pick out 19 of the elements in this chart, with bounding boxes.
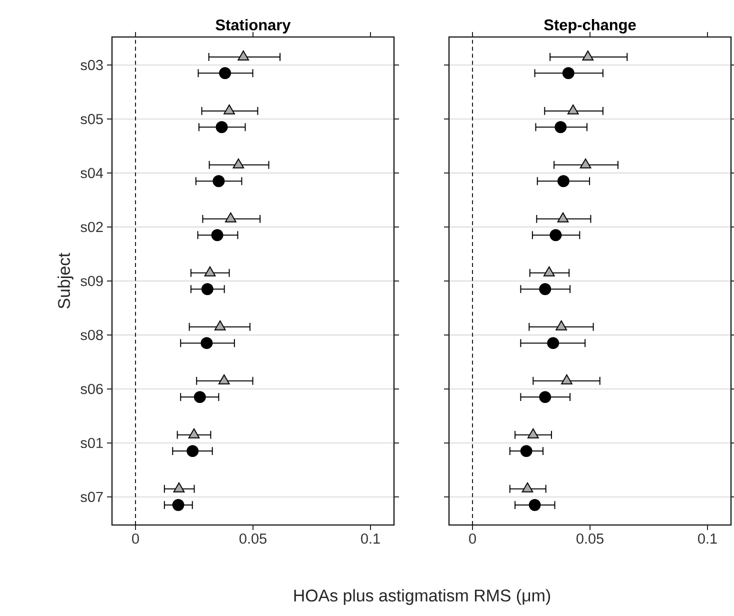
x-tick-label: 0.1: [361, 533, 380, 544]
y-tick-label: s07: [80, 492, 103, 502]
x-tick-label: 0.1: [698, 533, 717, 544]
y-tick-label: s02: [80, 222, 103, 232]
x-axis-title: HOAs plus astigmatism RMS (μm): [294, 589, 550, 605]
y-tick-label: s06: [80, 384, 103, 394]
chart-title: Stationary: [216, 19, 291, 34]
y-tick-label: s09: [80, 276, 103, 286]
chart-title: Step-change: [544, 19, 636, 34]
x-tick-label: 0.05: [576, 533, 604, 544]
x-tick-label: 0: [469, 533, 476, 544]
y-tick-label: s03: [80, 60, 103, 70]
y-axis-title: Subject: [58, 252, 74, 308]
x-tick-label: 0.05: [240, 533, 266, 544]
y-tick-label: s05: [80, 114, 103, 124]
y-tick-label: s01: [80, 438, 103, 448]
y-tick-label: s08: [80, 330, 103, 340]
x-tick-label: 0: [132, 533, 139, 544]
y-tick-label: s04: [80, 168, 104, 178]
